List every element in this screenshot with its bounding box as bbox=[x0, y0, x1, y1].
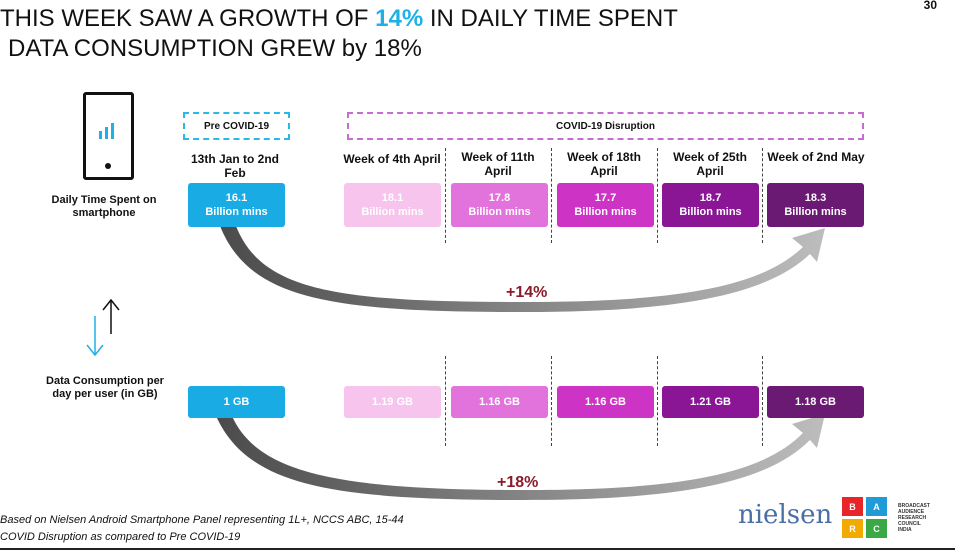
data-value: 1 GB bbox=[223, 396, 250, 408]
column-header: Week of 2nd May bbox=[767, 150, 865, 164]
footnote-1: Based on Nielsen Android Smartphone Pane… bbox=[0, 514, 404, 526]
column-header: Week of 11th April bbox=[461, 150, 535, 178]
column-header: 13th Jan to 2nd Feb bbox=[190, 152, 279, 180]
time-value-box: 17.8 Billion mins bbox=[451, 183, 548, 227]
data-value-box: 1.19 GB bbox=[344, 386, 441, 418]
data-value: 1.18 GB bbox=[795, 396, 836, 408]
time-unit: Billion mins bbox=[205, 206, 268, 218]
time-unit: Billion mins bbox=[784, 206, 847, 218]
time-value-box: 17.7 Billion mins bbox=[557, 183, 654, 227]
title-line2: DATA CONSUMPTION GREW by 18% bbox=[8, 35, 422, 62]
time-value-box: 18.3 Billion mins bbox=[767, 183, 864, 227]
data-value-box: 1.16 GB bbox=[451, 386, 548, 418]
column-separator bbox=[762, 148, 763, 243]
barc-letter: A bbox=[866, 497, 887, 516]
data-value: 1.16 GB bbox=[479, 396, 520, 408]
bottom-divider bbox=[0, 548, 955, 550]
title-highlight: 14% bbox=[375, 5, 424, 32]
time-row-label: Daily Time Spent on smartphone bbox=[51, 194, 157, 219]
page-title: THIS WEEK SAW A GROWTH OF 14% IN DAILY T… bbox=[0, 4, 678, 64]
barc-word: RESEARCH bbox=[898, 515, 927, 521]
phone-chart-icon bbox=[83, 92, 134, 180]
data-value-box: 1.16 GB bbox=[557, 386, 654, 418]
barc-word: BROADCAST bbox=[898, 503, 930, 509]
data-row-label: Data Consumption per day per user (in GB… bbox=[46, 375, 164, 400]
barc-word: COUNCIL bbox=[898, 521, 921, 527]
time-value: 16.1 bbox=[225, 192, 248, 204]
column-header: Week of 4th April bbox=[343, 152, 441, 166]
column-header: Week of 25th April bbox=[673, 150, 747, 178]
barc-word: AUDIENCE bbox=[898, 509, 925, 515]
column-separator bbox=[551, 356, 552, 446]
time-value: 18.7 bbox=[699, 192, 722, 204]
data-value: 1.16 GB bbox=[585, 396, 626, 408]
column-separator bbox=[445, 356, 446, 446]
column-separator bbox=[657, 148, 658, 243]
data-value-box: 1 GB bbox=[188, 386, 285, 418]
time-unit: Billion mins bbox=[574, 206, 637, 218]
time-value: 18.3 bbox=[804, 192, 827, 204]
data-growth-label: +18% bbox=[497, 474, 539, 491]
column-header: Week of 18th April bbox=[567, 150, 641, 178]
time-value-box: 16.1 Billion mins bbox=[188, 183, 285, 227]
barc-logo: B A R C bbox=[842, 497, 888, 539]
barc-word: INDIA bbox=[898, 527, 912, 533]
time-value-box: 18.1 Billion mins bbox=[344, 183, 441, 227]
time-value: 17.7 bbox=[594, 192, 617, 204]
barc-letter: R bbox=[842, 519, 863, 538]
time-value: 18.1 bbox=[381, 192, 404, 204]
barc-letter: C bbox=[866, 519, 887, 538]
page-number: 30 bbox=[923, 0, 937, 12]
data-value-box: 1.21 GB bbox=[662, 386, 759, 418]
time-unit: Billion mins bbox=[361, 206, 424, 218]
column-separator bbox=[551, 148, 552, 243]
time-value-box: 18.7 Billion mins bbox=[662, 183, 759, 227]
data-value: 1.19 GB bbox=[372, 396, 413, 408]
time-value: 17.8 bbox=[488, 192, 511, 204]
column-separator bbox=[657, 356, 658, 446]
pre-covid-label: Pre COVID-19 bbox=[183, 112, 290, 140]
time-growth-label: +14% bbox=[506, 284, 548, 301]
column-separator bbox=[445, 148, 446, 243]
footnote-2: COVID Disruption as compared to Pre COVI… bbox=[0, 531, 241, 543]
covid-disruption-label: COVID-19 Disruption bbox=[347, 112, 864, 140]
up-down-arrows-icon bbox=[86, 298, 120, 357]
title-line1-after: IN DAILY TIME SPENT bbox=[423, 5, 678, 32]
barc-wordmark: BROADCAST AUDIENCE RESEARCH COUNCIL INDI… bbox=[898, 503, 930, 533]
nielsen-logo: nielsen bbox=[738, 500, 833, 530]
time-unit: Billion mins bbox=[679, 206, 742, 218]
data-value-box: 1.18 GB bbox=[767, 386, 864, 418]
column-separator bbox=[762, 356, 763, 446]
data-value: 1.21 GB bbox=[690, 396, 731, 408]
barc-letter: B bbox=[842, 497, 863, 516]
title-line1-before: THIS WEEK SAW A GROWTH OF bbox=[0, 5, 376, 32]
time-unit: Billion mins bbox=[468, 206, 531, 218]
